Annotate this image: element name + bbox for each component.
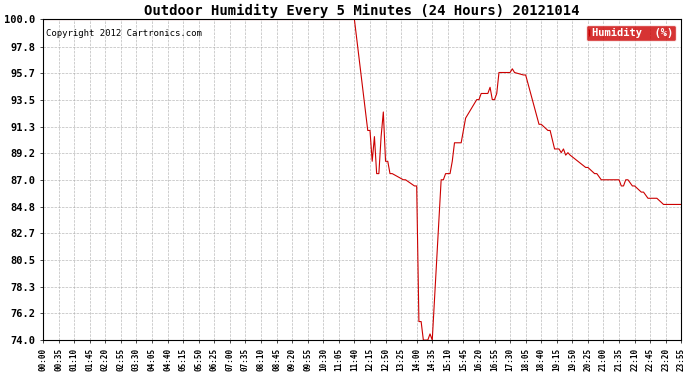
Text: Copyright 2012 Cartronics.com: Copyright 2012 Cartronics.com: [46, 29, 202, 38]
Legend: Humidity  (%): Humidity (%): [586, 25, 676, 41]
Title: Outdoor Humidity Every 5 Minutes (24 Hours) 20121014: Outdoor Humidity Every 5 Minutes (24 Hou…: [144, 4, 580, 18]
